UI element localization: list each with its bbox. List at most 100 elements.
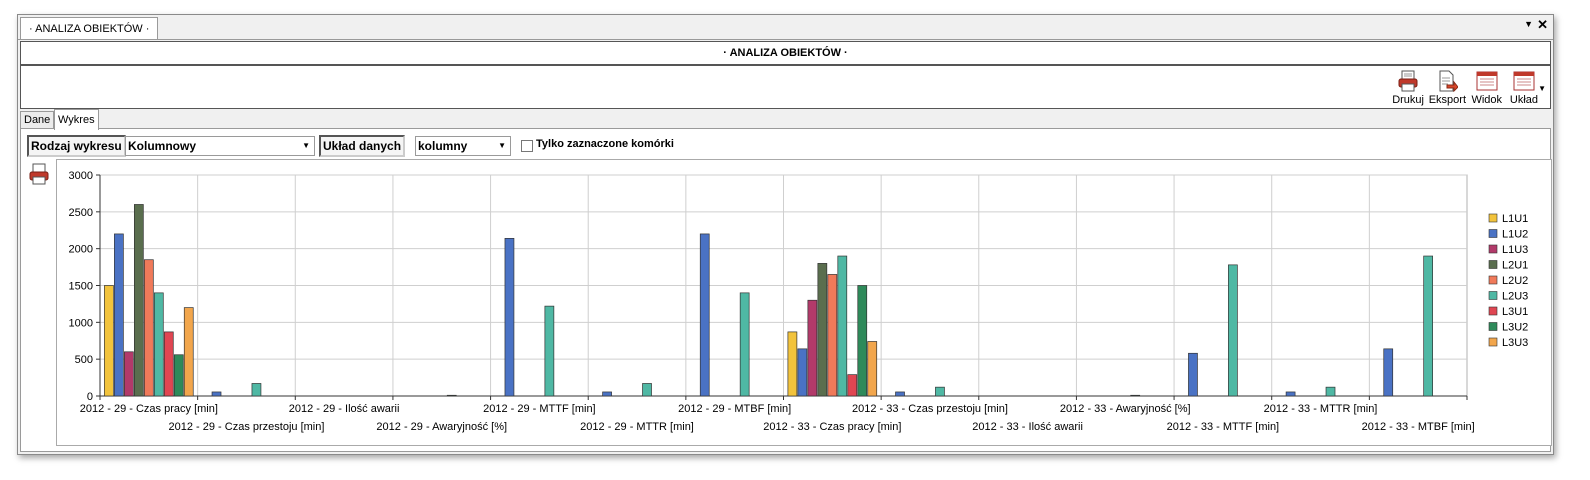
layout-icon — [1513, 71, 1535, 91]
toolbar-overflow-icon[interactable]: ▼ — [1538, 84, 1546, 93]
document-window: · ANALIZA OBIEKTÓW · ▼ ✕ · ANALIZA OBIEK… — [17, 14, 1554, 455]
bar-l1u3 — [807, 299, 818, 397]
printer-icon — [1398, 70, 1418, 92]
bar-l2u3 — [251, 383, 262, 397]
bar-l1u2 — [1383, 348, 1394, 397]
toolbar: Drukuj Eksport Widok Układ — [20, 65, 1551, 109]
bar-l2u3 — [153, 292, 164, 397]
legend-label: L2U1 — [1502, 260, 1528, 272]
view-label: Widok — [1471, 94, 1502, 106]
column-chart: 0 500 1000 1500 2000 2500 3000 2012 - 29 - Czas… — [69, 170, 1529, 433]
bar-l3u2 — [857, 285, 868, 397]
x-tick-label: 2012 - 33 - Ilość awarii — [972, 421, 1083, 433]
printer-icon — [29, 163, 49, 185]
print-label: Drukuj — [1392, 94, 1424, 106]
bar-l1u2 — [504, 238, 515, 397]
layout-button[interactable]: Układ — [1510, 70, 1538, 106]
bar-l2u3 — [739, 292, 750, 397]
data-layout-select[interactable]: kolumny ▼ — [415, 136, 511, 156]
legend-label: L1U1 — [1502, 213, 1528, 225]
close-icon[interactable]: ✕ — [1537, 17, 1548, 32]
divider — [18, 39, 1553, 40]
view-button[interactable]: Widok — [1471, 70, 1502, 106]
x-tick-label: 2012 - 33 - Czas przestoju [min] — [852, 403, 1008, 415]
legend-swatch — [1488, 291, 1498, 300]
bar-l3u3 — [867, 341, 878, 397]
legend-swatch — [1488, 213, 1498, 223]
chevron-down-icon: ▼ — [498, 141, 506, 150]
bar-l1u2 — [1285, 391, 1296, 397]
chart-panel: Rodzaj wykresu Kolumnowy ▼ Układ danych … — [20, 128, 1552, 452]
legend-label: L3U1 — [1502, 306, 1528, 318]
export-label: Eksport — [1428, 94, 1466, 106]
bar-l2u3 — [642, 383, 652, 397]
bar-l1u2 — [895, 391, 905, 397]
bar-l2u2 — [143, 259, 154, 397]
x-tick-label: 2012 - 29 - Czas przestoju [min] — [169, 421, 325, 433]
bar-l2u2 — [827, 274, 838, 397]
x-tick-label: 2012 - 29 - MTTF [min] — [483, 403, 595, 415]
bar-l1u3 — [124, 351, 134, 397]
bar-l2u3 — [446, 394, 457, 397]
legend-swatch — [1488, 322, 1498, 331]
print-button[interactable]: Drukuj — [1392, 70, 1424, 106]
bar-l2u3 — [1423, 255, 1434, 397]
legend-label: L2U2 — [1502, 275, 1528, 287]
bar-l2u3 — [1325, 386, 1336, 397]
window-menu-icon[interactable]: ▼ — [1524, 19, 1533, 29]
y-tick-label: 1000 — [69, 317, 93, 329]
chart-type-value: Kolumnowy — [128, 139, 196, 153]
chart-type-label: Rodzaj wykresu — [27, 135, 126, 157]
legend-label: L2U3 — [1502, 291, 1528, 303]
bar-l1u2 — [797, 348, 808, 397]
x-tick-label: 2012 - 29 - MTBF [min] — [678, 403, 791, 415]
legend-swatch — [1488, 260, 1498, 269]
export-icon — [1439, 70, 1459, 92]
y-tick-label: 2000 — [69, 244, 93, 256]
data-layout-label: Układ danych — [319, 135, 406, 157]
legend-label: L3U3 — [1502, 337, 1528, 349]
bar-l1u2 — [114, 233, 124, 397]
x-tick-label: 2012 - 29 - Awaryjność [%] — [376, 421, 507, 433]
bar-l2u3 — [935, 386, 945, 397]
bar-l3u3 — [183, 307, 194, 397]
legend-label: L1U3 — [1502, 244, 1528, 256]
view-icon — [1476, 71, 1498, 91]
print-chart-button[interactable] — [29, 163, 49, 190]
layout-label: Układ — [1509, 94, 1538, 106]
legend-swatch — [1488, 229, 1498, 238]
x-tick-label: 2012 - 33 - MTBF [min] — [1362, 421, 1475, 433]
bar-l2u3 — [1130, 394, 1141, 397]
tab-dane[interactable]: Dane — [20, 111, 55, 129]
bar-l1u1 — [787, 331, 798, 397]
y-tick-label: 1500 — [69, 281, 93, 293]
x-tick-label: 2012 - 33 - MTTF [min] — [1167, 421, 1279, 433]
selected-only-label: Tylko zaznaczone komórki — [536, 138, 674, 150]
x-tick-label: 2012 - 29 - MTTR [min] — [580, 421, 694, 433]
legend-swatch — [1488, 275, 1498, 285]
bar-l1u2 — [602, 391, 612, 397]
bar-l2u3 — [544, 305, 555, 397]
bar-l1u2 — [699, 233, 710, 397]
bar-l3u1 — [163, 331, 174, 397]
data-layout-value: kolumny — [418, 139, 468, 153]
page-title: · ANALIZA OBIEKTÓW · — [20, 41, 1551, 65]
bar-l2u3 — [1228, 264, 1238, 397]
tab-wykres[interactable]: Wykres — [54, 109, 99, 130]
bar-l1u2 — [211, 391, 222, 397]
legend-swatch — [1488, 337, 1498, 347]
x-tick-label: 2012 - 29 - Czas pracy [min] — [80, 403, 218, 415]
bar-l1u2 — [1188, 352, 1198, 397]
legend-label: L3U2 — [1502, 322, 1528, 334]
x-tick-label: 2012 - 29 - Ilość awarii — [289, 403, 400, 415]
document-tab[interactable]: · ANALIZA OBIEKTÓW · — [20, 17, 159, 40]
selected-only-checkbox[interactable] — [521, 140, 533, 152]
chart-type-select[interactable]: Kolumnowy ▼ — [125, 136, 315, 156]
y-tick-label: 2500 — [69, 207, 93, 219]
bar-l3u1 — [847, 374, 858, 397]
x-tick-label: 2012 - 33 - MTTR [min] — [1264, 403, 1378, 415]
legend-swatch — [1488, 306, 1498, 316]
export-button[interactable]: Eksport — [1429, 70, 1466, 106]
y-tick-label: 3000 — [69, 170, 93, 182]
legend-label: L1U2 — [1502, 229, 1528, 241]
